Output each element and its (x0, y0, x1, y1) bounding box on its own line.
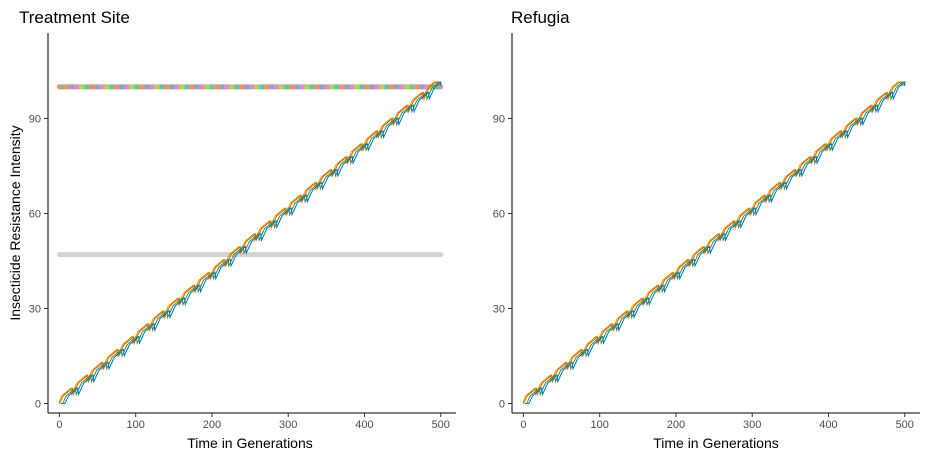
y-axis-label: Insecticide Resistance Intensity (7, 125, 23, 320)
y-tick-label: 60 (29, 209, 41, 221)
x-axis-label-treatment-site: Time in Generations (187, 435, 313, 451)
panel-title-refugia: Refugia (511, 8, 570, 27)
x-tick-label: 400 (819, 419, 837, 431)
series-line-3 (527, 81, 906, 404)
y-tick-label: 30 (493, 304, 505, 316)
x-tick-label: 500 (432, 419, 450, 431)
x-axis-label-refugia: Time in Generations (653, 435, 779, 451)
x-tick-label: 100 (127, 419, 145, 431)
y-tick-label: 90 (493, 114, 505, 126)
y-tick-label: 0 (499, 399, 505, 411)
x-tick-label: 100 (591, 419, 609, 431)
x-tick-label: 400 (355, 419, 373, 431)
x-tick-label: 200 (667, 419, 685, 431)
series-line-2 (525, 81, 906, 404)
x-tick-label: 0 (56, 419, 62, 431)
series-line-2 (61, 81, 442, 404)
panel-refugia: Refugia Time in Generations 0 100 200 300 40… (493, 8, 920, 451)
reference-line-cap-start (56, 84, 62, 90)
x-tick-label: 300 (279, 419, 297, 431)
y-tick-label: 0 (35, 399, 41, 411)
series-line-0 (58, 81, 439, 404)
series-line-1 (522, 81, 904, 404)
x-tick-label: 200 (203, 419, 221, 431)
panel-treatment-site: Treatment Site Time in Generations Insec… (7, 8, 456, 451)
x-tick-label: 0 (520, 419, 526, 431)
series-line-0 (522, 81, 903, 404)
y-tick-label: 60 (493, 209, 505, 221)
y-tick-label: 30 (29, 304, 41, 316)
y-tick-label: 90 (29, 114, 41, 126)
panel-title-treatment-site: Treatment Site (19, 8, 130, 27)
x-tick-label: 300 (743, 419, 761, 431)
series-line-1 (58, 81, 440, 404)
x-tick-label: 500 (896, 419, 914, 431)
series-line-3 (63, 81, 442, 404)
